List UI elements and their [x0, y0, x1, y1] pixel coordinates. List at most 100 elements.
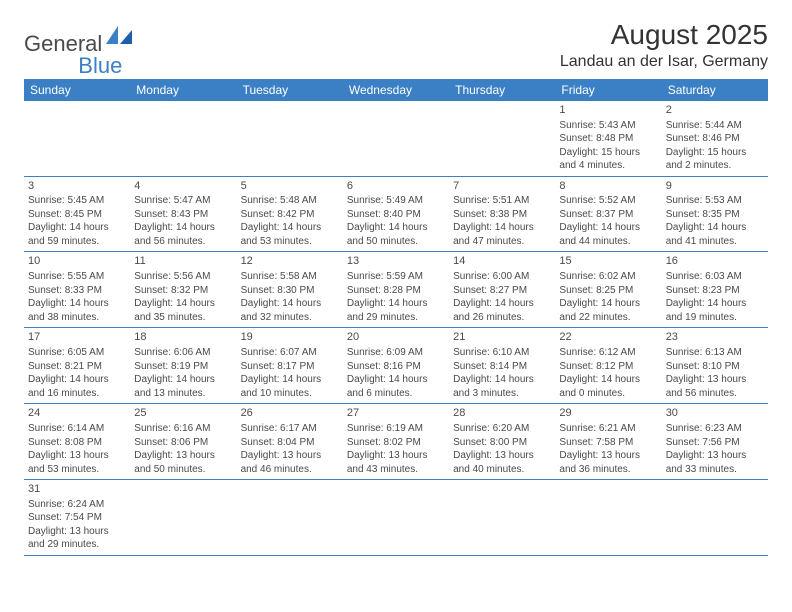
day-number: 2 — [666, 103, 764, 118]
sunrise-text: Sunrise: 6:06 AM — [134, 346, 232, 360]
daylight-text: Daylight: 14 hours — [28, 373, 126, 387]
daylight-text: and 59 minutes. — [28, 235, 126, 249]
day-number: 23 — [666, 330, 764, 345]
day-number: 6 — [347, 179, 445, 194]
sunrise-text: Sunrise: 6:17 AM — [241, 422, 339, 436]
calendar-body: 1Sunrise: 5:43 AMSunset: 8:48 PMDaylight… — [24, 101, 768, 556]
daylight-text: and 56 minutes. — [666, 387, 764, 401]
day-number: 3 — [28, 179, 126, 194]
daylight-text: Daylight: 14 hours — [666, 221, 764, 235]
calendar-head: SundayMondayTuesdayWednesdayThursdayFrid… — [24, 79, 768, 101]
sunrise-text: Sunrise: 5:56 AM — [134, 270, 232, 284]
day-number: 30 — [666, 406, 764, 421]
sunset-text: Sunset: 8:45 PM — [28, 208, 126, 222]
day-number: 11 — [134, 254, 232, 269]
sunrise-text: Sunrise: 5:59 AM — [347, 270, 445, 284]
calendar-day: 25Sunrise: 6:16 AMSunset: 8:06 PMDayligh… — [130, 404, 236, 480]
daylight-text: Daylight: 14 hours — [347, 221, 445, 235]
daylight-text: Daylight: 13 hours — [666, 449, 764, 463]
calendar-day: 12Sunrise: 5:58 AMSunset: 8:30 PMDayligh… — [237, 252, 343, 328]
daylight-text: and 13 minutes. — [134, 387, 232, 401]
day-header: Thursday — [449, 79, 555, 101]
daylight-text: Daylight: 14 hours — [666, 297, 764, 311]
daylight-text: and 3 minutes. — [453, 387, 551, 401]
sunset-text: Sunset: 8:40 PM — [347, 208, 445, 222]
calendar-day: 8Sunrise: 5:52 AMSunset: 8:37 PMDaylight… — [555, 176, 661, 252]
daylight-text: Daylight: 13 hours — [28, 525, 126, 539]
sunset-text: Sunset: 8:21 PM — [28, 360, 126, 374]
day-number: 4 — [134, 179, 232, 194]
sunset-text: Sunset: 8:04 PM — [241, 436, 339, 450]
sunrise-text: Sunrise: 6:20 AM — [453, 422, 551, 436]
sunrise-text: Sunrise: 5:43 AM — [559, 119, 657, 133]
calendar-day: 24Sunrise: 6:14 AMSunset: 8:08 PMDayligh… — [24, 404, 130, 480]
daylight-text: Daylight: 14 hours — [559, 297, 657, 311]
sunrise-text: Sunrise: 6:16 AM — [134, 422, 232, 436]
calendar-day: 20Sunrise: 6:09 AMSunset: 8:16 PMDayligh… — [343, 328, 449, 404]
sunset-text: Sunset: 8:37 PM — [559, 208, 657, 222]
daylight-text: and 44 minutes. — [559, 235, 657, 249]
daylight-text: Daylight: 14 hours — [559, 373, 657, 387]
daylight-text: and 35 minutes. — [134, 311, 232, 325]
calendar-day: 26Sunrise: 6:17 AMSunset: 8:04 PMDayligh… — [237, 404, 343, 480]
sunrise-text: Sunrise: 6:07 AM — [241, 346, 339, 360]
sunset-text: Sunset: 8:43 PM — [134, 208, 232, 222]
daylight-text: and 53 minutes. — [28, 463, 126, 477]
sunrise-text: Sunrise: 6:03 AM — [666, 270, 764, 284]
sunset-text: Sunset: 8:06 PM — [134, 436, 232, 450]
calendar-day: 29Sunrise: 6:21 AMSunset: 7:58 PMDayligh… — [555, 404, 661, 480]
sail-icon — [106, 26, 132, 49]
day-number: 20 — [347, 330, 445, 345]
calendar-day: 1Sunrise: 5:43 AMSunset: 8:48 PMDaylight… — [555, 101, 661, 176]
sunset-text: Sunset: 8:10 PM — [666, 360, 764, 374]
calendar-day: 10Sunrise: 5:55 AMSunset: 8:33 PMDayligh… — [24, 252, 130, 328]
daylight-text: and 40 minutes. — [453, 463, 551, 477]
day-number: 24 — [28, 406, 126, 421]
sunset-text: Sunset: 8:17 PM — [241, 360, 339, 374]
calendar-empty — [662, 480, 768, 556]
day-number: 22 — [559, 330, 657, 345]
calendar-empty — [130, 480, 236, 556]
daylight-text: Daylight: 14 hours — [134, 221, 232, 235]
sunrise-text: Sunrise: 5:44 AM — [666, 119, 764, 133]
sunrise-text: Sunrise: 5:53 AM — [666, 194, 764, 208]
day-header: Sunday — [24, 79, 130, 101]
daylight-text: and 38 minutes. — [28, 311, 126, 325]
day-number: 8 — [559, 179, 657, 194]
sunset-text: Sunset: 8:19 PM — [134, 360, 232, 374]
daylight-text: Daylight: 14 hours — [347, 373, 445, 387]
day-number: 28 — [453, 406, 551, 421]
daylight-text: and 22 minutes. — [559, 311, 657, 325]
sunrise-text: Sunrise: 6:19 AM — [347, 422, 445, 436]
brand-text-2: Blue — [78, 55, 122, 77]
day-header: Wednesday — [343, 79, 449, 101]
calendar-empty — [237, 101, 343, 176]
day-number: 13 — [347, 254, 445, 269]
sunset-text: Sunset: 8:23 PM — [666, 284, 764, 298]
calendar-day: 4Sunrise: 5:47 AMSunset: 8:43 PMDaylight… — [130, 176, 236, 252]
daylight-text: Daylight: 14 hours — [453, 221, 551, 235]
calendar-week: 1Sunrise: 5:43 AMSunset: 8:48 PMDaylight… — [24, 101, 768, 176]
daylight-text: Daylight: 13 hours — [28, 449, 126, 463]
daylight-text: and 56 minutes. — [134, 235, 232, 249]
sunrise-text: Sunrise: 5:52 AM — [559, 194, 657, 208]
day-header: Monday — [130, 79, 236, 101]
day-number: 26 — [241, 406, 339, 421]
daylight-text: Daylight: 14 hours — [241, 221, 339, 235]
location-text: Landau an der Isar, Germany — [560, 53, 768, 71]
calendar-day: 13Sunrise: 5:59 AMSunset: 8:28 PMDayligh… — [343, 252, 449, 328]
daylight-text: Daylight: 13 hours — [347, 449, 445, 463]
day-number: 29 — [559, 406, 657, 421]
daylight-text: Daylight: 13 hours — [559, 449, 657, 463]
daylight-text: and 2 minutes. — [666, 159, 764, 173]
day-number: 18 — [134, 330, 232, 345]
day-header: Tuesday — [237, 79, 343, 101]
day-number: 14 — [453, 254, 551, 269]
sunset-text: Sunset: 8:14 PM — [453, 360, 551, 374]
sunset-text: Sunset: 8:48 PM — [559, 132, 657, 146]
calendar-day: 21Sunrise: 6:10 AMSunset: 8:14 PMDayligh… — [449, 328, 555, 404]
brand-text-1: General — [24, 33, 102, 55]
daylight-text: and 32 minutes. — [241, 311, 339, 325]
sunrise-text: Sunrise: 6:00 AM — [453, 270, 551, 284]
daylight-text: and 0 minutes. — [559, 387, 657, 401]
